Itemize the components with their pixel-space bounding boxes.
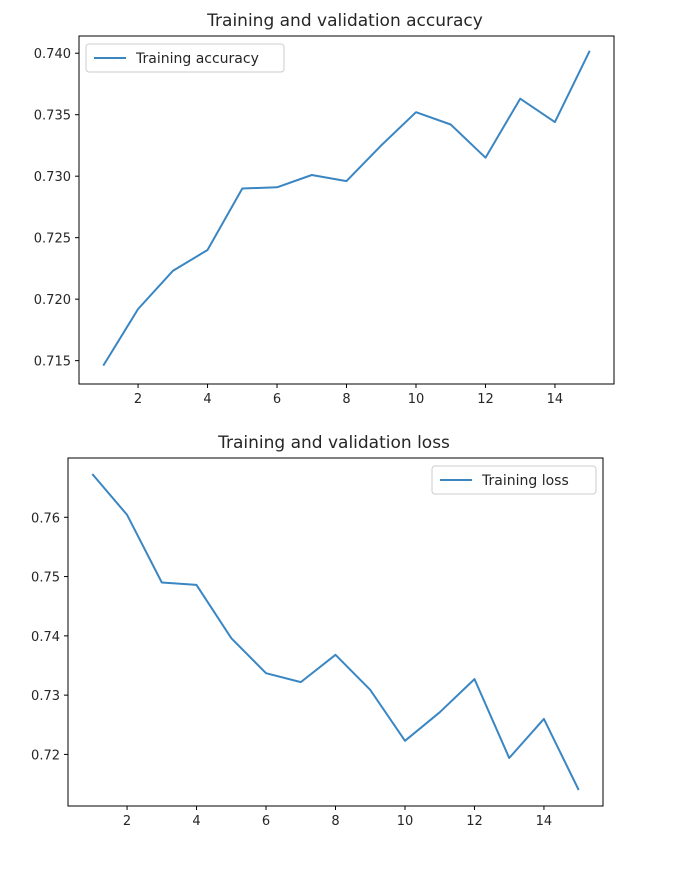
accuracy-data-point (206, 248, 210, 252)
accuracy-chart-title: Training and validation accuracy (206, 11, 483, 31)
accuracy-legend: Training accuracy (85, 43, 285, 73)
accuracy-x-tick-label: 2 (134, 392, 142, 407)
accuracy-data-point (275, 185, 279, 189)
accuracy-x-tick-label: 14 (547, 392, 564, 407)
loss-x-tick-label: 12 (466, 814, 483, 829)
loss-series-line (91, 473, 580, 791)
accuracy-data-point (414, 110, 418, 114)
loss-data-point (438, 710, 442, 714)
accuracy-legend-label: Training accuracy (135, 51, 259, 67)
loss-data-point (507, 756, 511, 760)
accuracy-data-point (553, 120, 557, 124)
accuracy-series-line (102, 50, 591, 367)
loss-y-tick-label: 0.76 (31, 511, 60, 526)
accuracy-data-point (379, 143, 383, 147)
loss-axes-frame (67, 457, 604, 807)
loss-y-tick-label: 0.74 (31, 630, 60, 645)
accuracy-data-point (449, 123, 453, 127)
accuracy-y-tick-label: 0.720 (34, 293, 71, 308)
accuracy-y-tick-label: 0.735 (34, 109, 71, 124)
accuracy-data-point (518, 97, 522, 101)
loss-plot-area: 2 4 6 8 10 12 14 0.72 0.73 0.74 0.75 0.76 Training l… (31, 457, 604, 829)
accuracy-data-point (171, 269, 175, 273)
loss-legend-label: Training loss (481, 473, 569, 489)
loss-chart: Training and validation loss 2 4 6 8 10 12 14 0… (31, 433, 604, 829)
loss-x-tick-label: 10 (397, 814, 414, 829)
loss-data-point (229, 636, 233, 640)
loss-x-tick-label: 8 (331, 814, 339, 829)
loss-x-tick-label: 14 (536, 814, 553, 829)
accuracy-y-tick-label: 0.740 (34, 47, 71, 62)
loss-data-point (264, 671, 268, 675)
loss-data-point (542, 717, 546, 721)
loss-data-point (160, 581, 164, 585)
accuracy-axes-frame (78, 35, 615, 385)
loss-data-point (368, 688, 372, 692)
loss-x-tick-label: 4 (192, 814, 200, 829)
accuracy-data-point (240, 187, 244, 191)
loss-data-point (125, 513, 129, 517)
loss-data-point (473, 677, 477, 681)
loss-y-tick-label: 0.73 (31, 689, 60, 704)
loss-y-tick-label: 0.72 (31, 748, 60, 763)
accuracy-y-tick-label: 0.715 (34, 355, 71, 370)
accuracy-x-tick-label: 4 (203, 392, 211, 407)
accuracy-data-point (136, 307, 140, 311)
loss-data-point (90, 472, 94, 476)
accuracy-data-point (310, 173, 314, 177)
loss-y-tick-label: 0.75 (31, 571, 60, 586)
loss-x-tick-label: 6 (262, 814, 270, 829)
loss-legend-box (431, 465, 597, 495)
loss-data-point (334, 653, 338, 657)
accuracy-data-point (588, 49, 592, 53)
accuracy-plot-area: 2 4 6 8 10 12 14 0.715 0.720 0.725 0.730 0.735 0.740… (34, 35, 615, 407)
accuracy-y-tick-label: 0.730 (34, 170, 71, 185)
loss-chart-title: Training and validation loss (217, 433, 450, 453)
loss-data-point (577, 788, 581, 792)
accuracy-data-point (345, 179, 349, 183)
accuracy-x-tick-label: 6 (273, 392, 281, 407)
accuracy-x-tick-label: 12 (477, 392, 494, 407)
loss-data-point (299, 680, 303, 684)
accuracy-y-tick-label: 0.725 (34, 232, 71, 247)
loss-data-point (403, 739, 407, 743)
accuracy-x-tick-label: 10 (408, 392, 425, 407)
loss-legend: Training loss (431, 465, 597, 495)
accuracy-legend-box (85, 43, 285, 73)
accuracy-data-point (101, 364, 105, 368)
loss-x-tick-label: 2 (123, 814, 131, 829)
accuracy-x-tick-label: 8 (342, 392, 350, 407)
accuracy-chart: Training and validation accuracy 2 4 6 8 10 1… (34, 11, 615, 407)
loss-data-point (195, 583, 199, 587)
accuracy-data-point (484, 156, 488, 160)
